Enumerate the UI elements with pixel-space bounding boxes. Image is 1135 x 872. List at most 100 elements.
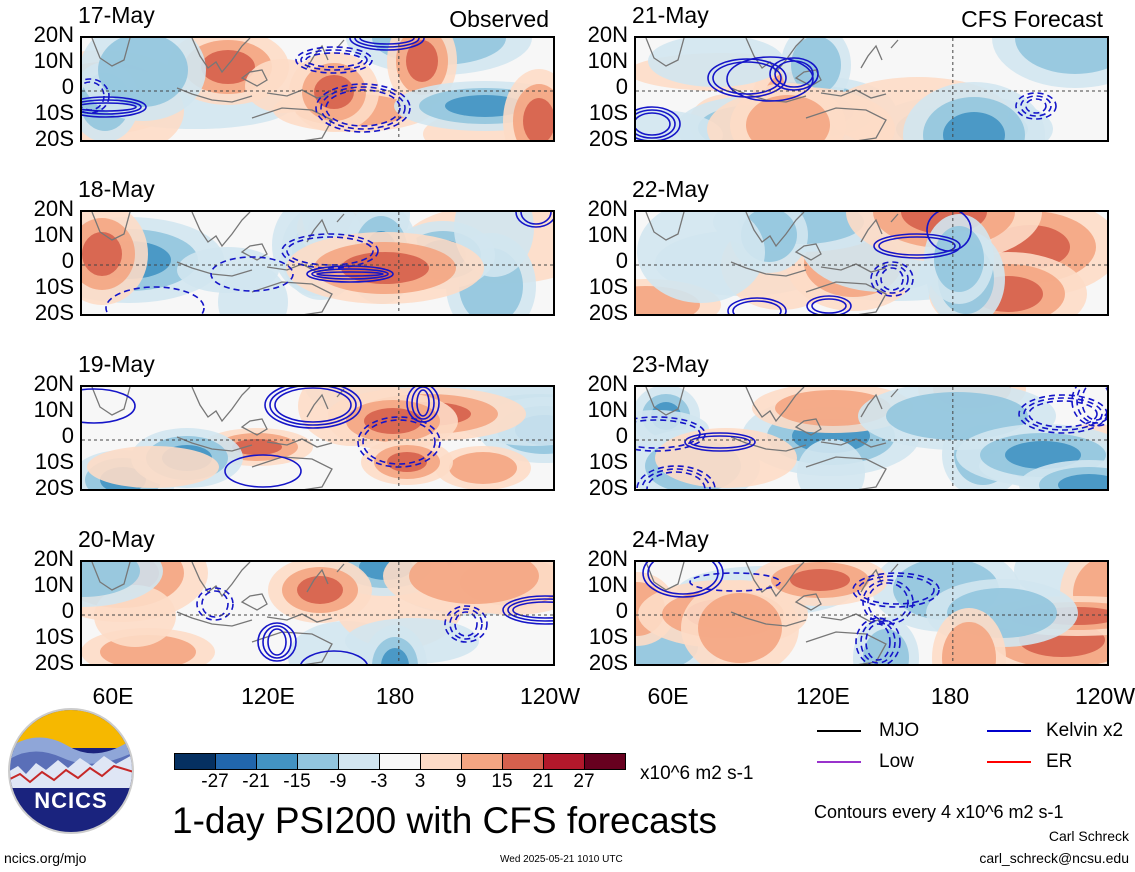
lat-label: 0 xyxy=(61,74,74,99)
panel-date-7: 24-May xyxy=(632,526,709,552)
colorbar-swatch xyxy=(584,753,626,770)
logo-text: NCICS xyxy=(34,788,108,813)
lat-label: 10S xyxy=(588,274,628,299)
colorbar-tick-label: -15 xyxy=(283,771,311,792)
lon-label-120w: 120W xyxy=(519,683,581,709)
lat-label: 20N xyxy=(33,196,74,221)
forecast-label: CFS Forecast xyxy=(961,6,1103,32)
colorbar-swatch xyxy=(338,753,380,770)
colorbar-swatch xyxy=(420,753,462,770)
lat-label: 20N xyxy=(587,196,628,221)
map-panel-19-May xyxy=(80,385,555,491)
colorbar-swatch xyxy=(174,753,216,770)
lat-label: 20S xyxy=(588,300,628,325)
lat-label: 10S xyxy=(34,449,74,474)
lat-label: 20S xyxy=(34,300,74,325)
colorbar-tick-label: 9 xyxy=(455,771,467,792)
lat-label: 0 xyxy=(615,74,628,99)
panel-date-2: 19-May xyxy=(78,351,155,377)
map-panel-18-May xyxy=(80,210,555,316)
map-panel-23-May xyxy=(634,385,1109,491)
colorbar-swatch xyxy=(502,753,544,770)
panel-date-6: 23-May xyxy=(632,351,709,377)
lat-label: 10S xyxy=(588,100,628,125)
colorbar-tick-label: 3 xyxy=(414,771,426,792)
colorbar-tick-label: -21 xyxy=(242,771,270,792)
lon-label-120e: 120E xyxy=(241,683,295,709)
map-panel-22-May xyxy=(634,210,1109,316)
observed-label: Observed xyxy=(449,6,549,32)
colorbar-tick-label: -9 xyxy=(329,771,347,792)
map-panel-20-May xyxy=(80,560,555,666)
lon-label-60e-right: 60E xyxy=(647,683,689,709)
lat-label: 0 xyxy=(615,248,628,273)
colorbar-tick-label: 21 xyxy=(532,771,554,792)
panel-date-5: 22-May xyxy=(632,176,709,202)
lat-label: 20S xyxy=(588,126,628,151)
main-title: 1-day PSI200 with CFS forecasts xyxy=(172,800,717,841)
lon-label-120e-right: 120E xyxy=(796,683,850,709)
map-panel-24-May xyxy=(634,560,1109,666)
lat-label: 0 xyxy=(61,248,74,273)
lat-label: 20S xyxy=(34,126,74,151)
contours-note: Contours every 4 x10^6 m2 s-1 xyxy=(814,802,1064,822)
legend-mjo-line xyxy=(817,730,861,732)
lat-label: 20N xyxy=(587,546,628,571)
lat-label: 0 xyxy=(61,598,74,623)
lat-label: 20N xyxy=(33,22,74,47)
lat-label: 20N xyxy=(587,371,628,396)
lat-label: 0 xyxy=(615,423,628,448)
colorbar-tick-label: 27 xyxy=(573,771,595,792)
lat-label: 20S xyxy=(588,475,628,500)
colorbar-tick-label: 15 xyxy=(491,771,513,792)
lat-label: 20N xyxy=(33,546,74,571)
panel-date-1: 18-May xyxy=(78,176,155,202)
ncics-logo: NCICS xyxy=(8,708,134,834)
legend-er-label: ER xyxy=(1046,751,1073,772)
footer-url: ncics.org/mjo xyxy=(4,850,87,866)
map-panel-21-May xyxy=(634,36,1109,142)
colorbar-tick-label: -27 xyxy=(201,771,229,792)
colorbar-swatch xyxy=(256,753,298,770)
colorbar-swatch xyxy=(543,753,585,770)
colorbar-units: x10^6 m2 s-1 xyxy=(640,763,754,784)
legend-low-line xyxy=(817,761,861,763)
lat-label: 0 xyxy=(615,598,628,623)
panel-date-4: 21-May xyxy=(632,2,709,28)
lat-label: 10S xyxy=(34,274,74,299)
lon-label-120w-right: 120W xyxy=(1074,683,1135,709)
colorbar-tick-label: -3 xyxy=(370,771,388,792)
map-panel-17-May xyxy=(80,36,555,142)
footer-author: Carl Schreck xyxy=(1048,828,1129,844)
footer-timestamp: Wed 2025-05-21 1010 UTC xyxy=(500,854,623,865)
footer-email: carl_schreck@ncsu.edu xyxy=(979,850,1129,866)
panel-date-0: 17-May xyxy=(78,2,155,28)
lat-label: 20S xyxy=(34,650,74,675)
lat-label: 10N xyxy=(33,48,74,73)
lat-label: 0 xyxy=(61,423,74,448)
legend-mjo-label: MJO xyxy=(879,720,920,741)
colorbar-swatch xyxy=(461,753,503,770)
legend-low-label: Low xyxy=(879,751,914,772)
lat-label: 10N xyxy=(587,48,628,73)
lon-label-180: 180 xyxy=(375,683,415,709)
lat-label: 10N xyxy=(587,222,628,247)
colorbar-swatch xyxy=(379,753,421,770)
lat-label: 10S xyxy=(34,624,74,649)
lat-label: 10N xyxy=(33,572,74,597)
lat-label: 10N xyxy=(33,397,74,422)
lat-label: 20N xyxy=(33,371,74,396)
lat-label: 20S xyxy=(34,475,74,500)
colorbar-swatch xyxy=(215,753,257,770)
lon-label-60e: 60E xyxy=(92,683,134,709)
lat-label: 10N xyxy=(33,222,74,247)
lat-label: 10N xyxy=(587,572,628,597)
lat-label: 10S xyxy=(588,624,628,649)
lon-label-180-right: 180 xyxy=(930,683,970,709)
lat-label: 10S xyxy=(588,449,628,474)
lat-label: 20N xyxy=(587,22,628,47)
panel-date-3: 20-May xyxy=(78,526,155,552)
lat-label: 20S xyxy=(588,650,628,675)
legend-er-line xyxy=(987,761,1031,763)
legend-kelvin-line xyxy=(987,730,1031,732)
